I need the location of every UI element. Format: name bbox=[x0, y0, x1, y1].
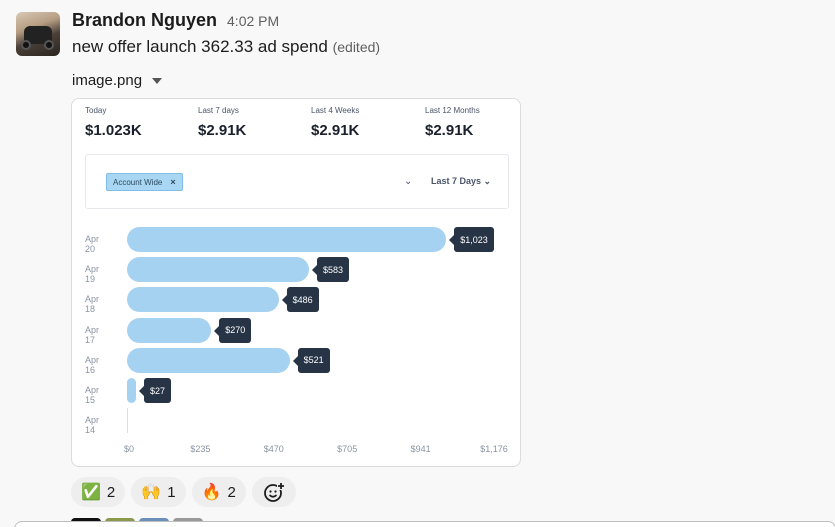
stat-last-4-weeks: Last 4 Weeks $2.91K bbox=[311, 106, 359, 139]
avatar-vehicle bbox=[24, 26, 52, 44]
stat-label: Last 7 days bbox=[198, 106, 239, 115]
x-tick-label: $1,176 bbox=[480, 444, 508, 454]
x-tick-label: $0 bbox=[124, 444, 135, 454]
message-header: Brandon Nguyen 4:02 PM bbox=[72, 10, 279, 31]
y-tick-label: Apr 16 bbox=[85, 354, 100, 375]
bar-value-label: $521 bbox=[292, 347, 330, 373]
bar[interactable] bbox=[127, 287, 279, 313]
account-wide-chip[interactable]: Account Wide × bbox=[106, 173, 183, 191]
reaction-check[interactable]: ✅ 2 bbox=[71, 477, 126, 507]
reaction-count: 1 bbox=[167, 483, 176, 501]
bar-value-label: $27 bbox=[138, 378, 172, 403]
y-tick-label: Apr 15 bbox=[85, 385, 100, 405]
add-reaction-icon bbox=[263, 482, 285, 502]
stat-label: Today bbox=[85, 106, 107, 115]
stat-value: $1.023K bbox=[85, 122, 142, 139]
bar[interactable] bbox=[127, 347, 290, 373]
check-icon: ✅ bbox=[81, 484, 101, 501]
bar-value-label: $486 bbox=[281, 287, 319, 313]
attachment-header[interactable]: image.png bbox=[72, 72, 163, 89]
x-tick-label: $470 bbox=[263, 444, 284, 454]
message-timestamp[interactable]: 4:02 PM bbox=[227, 13, 280, 29]
bar[interactable] bbox=[127, 317, 212, 343]
author-name[interactable]: Brandon Nguyen bbox=[72, 10, 218, 30]
bar-value-label: $270 bbox=[214, 317, 252, 343]
y-tick-label: Apr 18 bbox=[85, 294, 100, 315]
x-tick-label: $705 bbox=[337, 444, 358, 454]
date-range-dropdown[interactable]: Last 7 Days ⌄ bbox=[431, 176, 492, 186]
stat-today: Today $1.023K bbox=[85, 106, 142, 139]
bar-value-label: $583 bbox=[311, 257, 349, 283]
stat-label: Last 4 Weeks bbox=[311, 106, 360, 115]
bar[interactable] bbox=[127, 257, 309, 283]
y-tick-label: Apr 14 bbox=[85, 415, 100, 436]
stat-last-12-months: Last 12 Months $2.91K bbox=[425, 106, 480, 139]
attachment-name[interactable]: image.png bbox=[72, 72, 143, 89]
stat-value: $2.91K bbox=[198, 122, 247, 139]
chip-remove-icon[interactable]: × bbox=[170, 177, 176, 187]
y-tick-label: Apr 19 bbox=[85, 264, 100, 285]
avatar[interactable] bbox=[16, 12, 60, 56]
fire-icon: 🔥 bbox=[201, 484, 222, 501]
reaction-fire[interactable]: 🔥 2 bbox=[191, 477, 246, 507]
x-tick-label: $941 bbox=[410, 444, 431, 454]
raised-hands-icon: 🙌 bbox=[141, 484, 162, 501]
stat-label: Last 12 Months bbox=[425, 106, 480, 115]
stat-value: $2.91K bbox=[311, 122, 360, 139]
add-reaction-button[interactable] bbox=[251, 477, 296, 507]
filter-bar: Account Wide × ⌄ Last 7 Days ⌄ bbox=[85, 154, 509, 209]
reaction-raised-hands[interactable]: 🙌 1 bbox=[131, 477, 186, 507]
message-body: new offer launch 362.33 ad spend (edited… bbox=[72, 37, 380, 57]
y-tick-label: Apr 17 bbox=[85, 324, 100, 345]
reaction-count: 2 bbox=[106, 483, 116, 501]
chip-label: Account Wide bbox=[113, 177, 163, 187]
reactions-bar: ✅ 2 🙌 1 🔥 2 bbox=[71, 477, 296, 507]
edited-label: (edited) bbox=[332, 39, 381, 55]
bar[interactable] bbox=[127, 227, 447, 252]
message-text: new offer launch 362.33 ad spend bbox=[72, 37, 328, 56]
x-tick-label: $235 bbox=[190, 444, 211, 454]
reaction-count: 2 bbox=[227, 483, 236, 501]
collapse-caret-icon[interactable] bbox=[152, 77, 163, 84]
y-tick-label: Apr 20 bbox=[85, 234, 100, 254]
bar[interactable] bbox=[127, 408, 128, 434]
stat-value: $2.91K bbox=[425, 122, 474, 139]
filter-dropdown-chevron-icon[interactable]: ⌄ bbox=[404, 176, 413, 187]
image-attachment[interactable]: Today $1.023K Last 7 days $2.91K Last 4 … bbox=[71, 98, 521, 467]
bar[interactable] bbox=[127, 378, 136, 403]
avatar-wheel-left bbox=[21, 40, 31, 50]
message-input[interactable] bbox=[14, 521, 835, 527]
avatar-wheel-right bbox=[44, 40, 54, 50]
stat-last-7-days: Last 7 days $2.91K bbox=[198, 106, 246, 139]
bar-value-label: $1,023 bbox=[449, 227, 494, 252]
